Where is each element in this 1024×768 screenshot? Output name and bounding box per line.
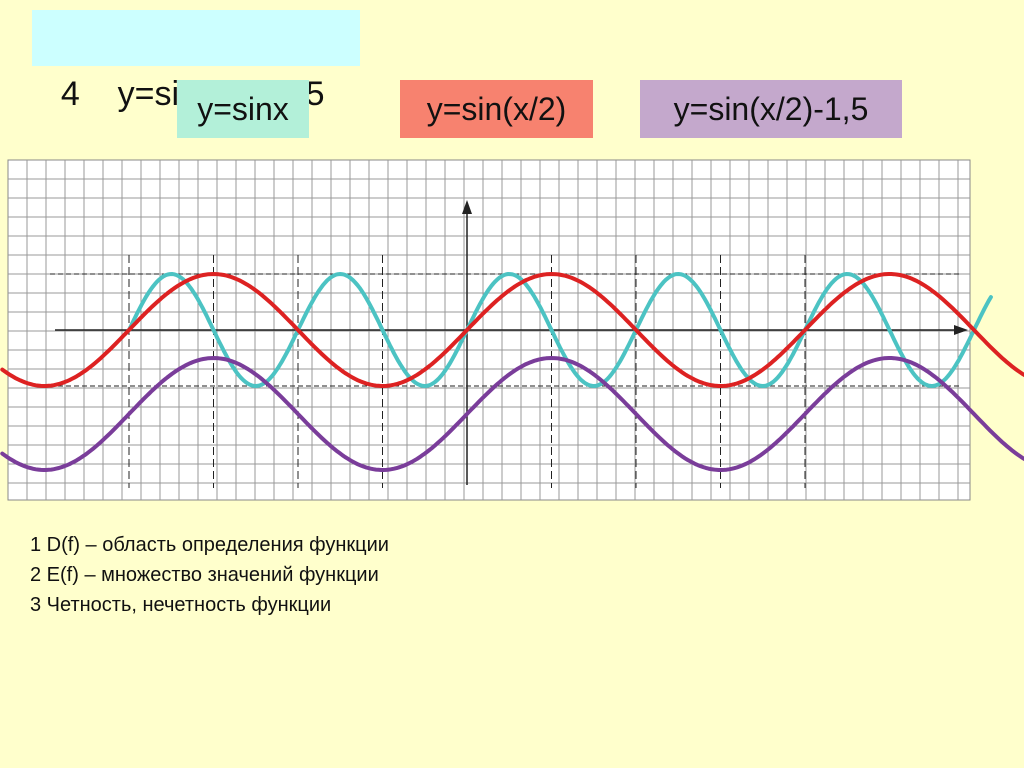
series-sinx <box>127 272 993 388</box>
series-layer <box>0 272 1024 472</box>
legend-sin-half-x: y=sin(x/2) <box>400 80 593 138</box>
note-parity: 3 Четность, нечетность функции <box>30 594 332 616</box>
y-axis-arrow <box>462 200 472 214</box>
series-sin-half-x <box>0 272 1024 388</box>
note-domain: 1 D(f) – область определения функции <box>30 534 389 556</box>
series-sin-half-x-shifted <box>0 356 1024 472</box>
slide-number: 4 <box>60 75 80 113</box>
sinusoid-chart <box>0 159 1024 501</box>
x-axis-arrow <box>954 325 968 335</box>
note-range: 2 E(f) – множество значений функции <box>30 564 379 586</box>
legend-sinx: y=sinx <box>177 80 309 138</box>
legend-sin-half-x-shifted: y=sin(x/2)-1,5 <box>640 80 902 138</box>
notes-list: 1 D(f) – область определения функции 2 E… <box>30 530 389 620</box>
